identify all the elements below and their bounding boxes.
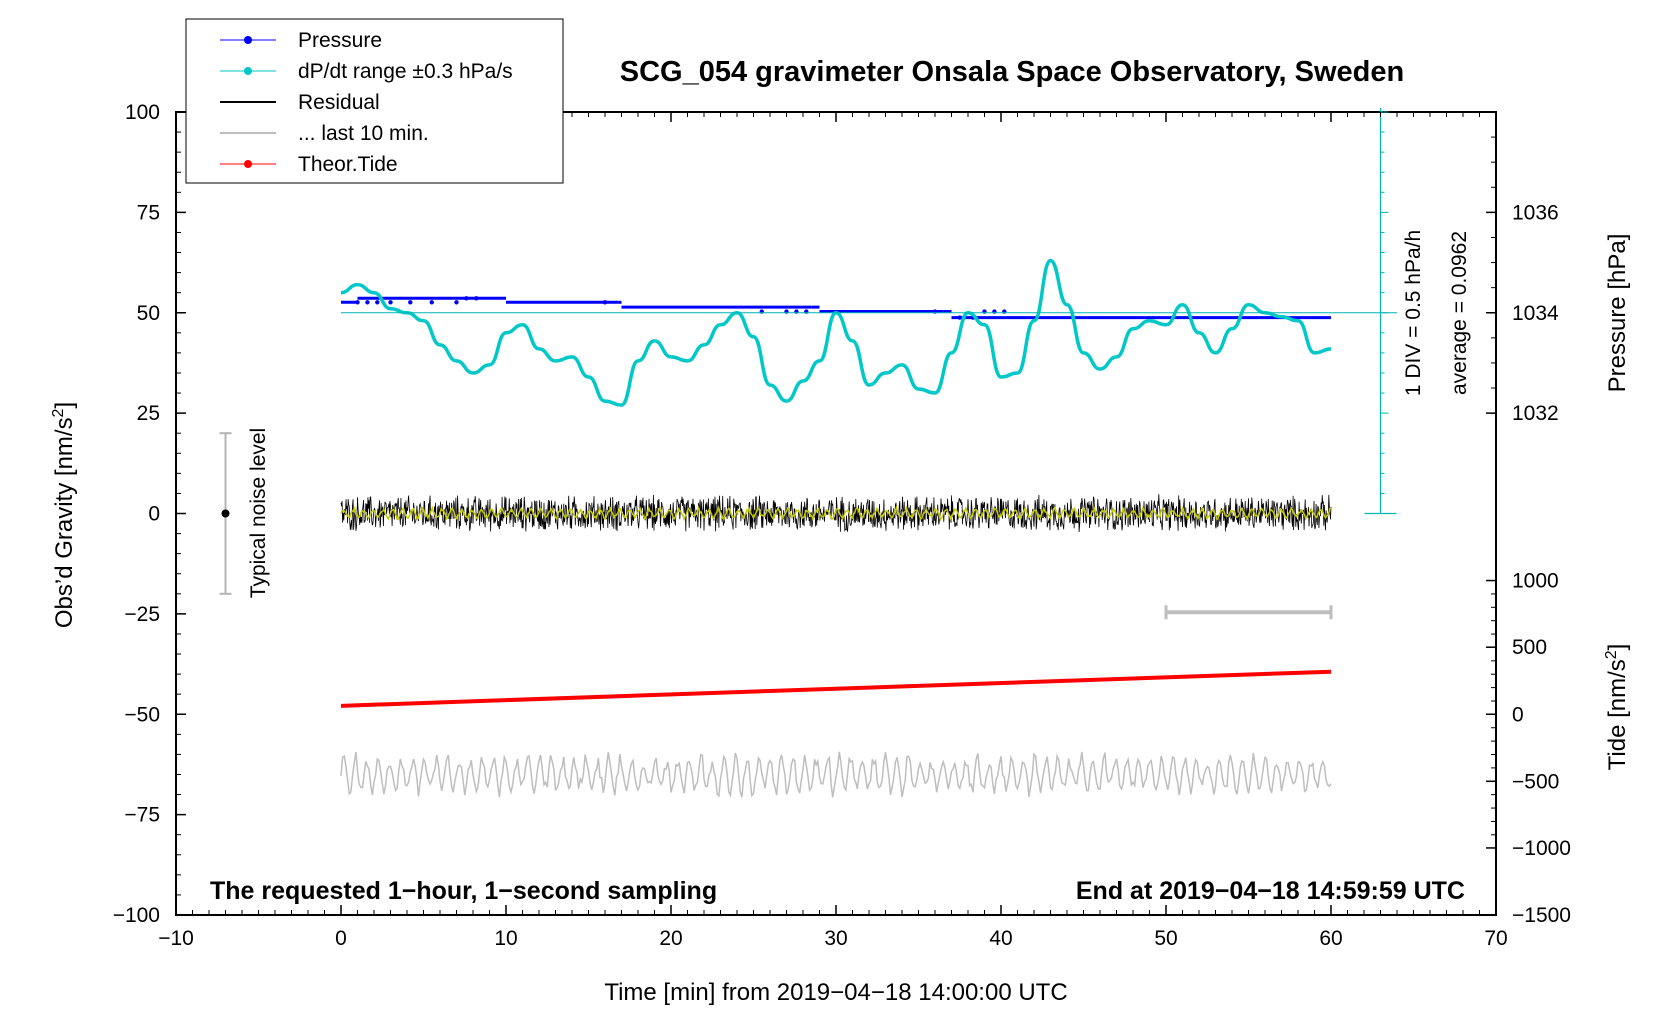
y-tick-label: 25 bbox=[137, 402, 160, 425]
pressure-tick-label: 1036 bbox=[1512, 201, 1559, 224]
y-axis-title-main: Obs’d Gravity [nm/s bbox=[51, 417, 78, 628]
dpdt-line bbox=[340, 258, 1332, 407]
legend-marker bbox=[244, 67, 252, 75]
x-tick-label: 30 bbox=[824, 927, 847, 950]
footer-right: End at 2019−04−18 14:59:59 UTC bbox=[1076, 877, 1465, 905]
tide-axis-title: Tide [nm/s2] bbox=[1603, 644, 1631, 771]
residual-line bbox=[340, 494, 1332, 533]
y-axis-ticks: 100 75 50 25 0 −25 −50 −75 −100 bbox=[113, 101, 186, 927]
pressure-dot bbox=[375, 300, 380, 305]
tide-axis-title-end: ] bbox=[1604, 644, 1631, 651]
pressure-dot bbox=[388, 300, 393, 305]
y-tick-label: 100 bbox=[125, 101, 160, 124]
theor-tide-series bbox=[340, 669, 1332, 708]
pressure-axis-title: Pressure [hPa] bbox=[1604, 234, 1631, 393]
residual-series bbox=[340, 494, 1332, 533]
last-10-min-series bbox=[340, 751, 1332, 798]
tide-tick-label: 0 bbox=[1512, 703, 1524, 726]
pressure-series bbox=[341, 296, 1331, 320]
x-tick-label: −10 bbox=[158, 927, 194, 950]
y-tick-label: 0 bbox=[148, 503, 160, 526]
pressure-tick-label: 1032 bbox=[1512, 402, 1559, 425]
pressure-tick-label: 1034 bbox=[1512, 302, 1559, 325]
pressure-dot bbox=[454, 300, 459, 305]
pressure-dot bbox=[365, 300, 370, 305]
x-axis-title: Time [min] from 2019−04−18 14:00:00 UTC bbox=[604, 979, 1067, 1006]
legend-marker bbox=[244, 160, 252, 168]
x-tick-label: 20 bbox=[659, 927, 682, 950]
tide-axis-ticks: 1000 500 0 −500 −1000 −1500 bbox=[1486, 570, 1571, 927]
x-tick-label: 10 bbox=[494, 927, 517, 950]
footer-left: The requested 1−hour, 1−second sampling bbox=[210, 877, 717, 905]
legend-marker bbox=[244, 36, 252, 44]
pressure-dot bbox=[464, 296, 469, 301]
y-axis-title-sup: 2 bbox=[50, 408, 67, 417]
x-axis-ticks: −10 0 10 20 30 40 50 60 70 bbox=[158, 112, 1508, 950]
tide-line bbox=[340, 669, 1332, 708]
x-tick-label: 70 bbox=[1484, 927, 1507, 950]
noise-level-label: Typical noise level bbox=[247, 428, 270, 598]
div-label: 1 DIV = 0.5 hPa/h bbox=[1402, 230, 1425, 396]
legend-label: dP/dt range ±0.3 hPa/s bbox=[298, 60, 513, 83]
legend-label: Theor.Tide bbox=[298, 153, 398, 176]
x-tick-label: 50 bbox=[1154, 927, 1177, 950]
legend-label: Residual bbox=[298, 91, 380, 114]
pressure-dot bbox=[957, 315, 962, 320]
x-tick-label: 0 bbox=[335, 927, 347, 950]
y-tick-label: −100 bbox=[113, 904, 160, 927]
pressure-dot bbox=[355, 300, 360, 305]
tide-tick-label: 1000 bbox=[1512, 570, 1559, 593]
legend-label: ... last 10 min. bbox=[298, 122, 429, 145]
legend: Pressure dP/dt range ±0.3 hPa/s Residual..… bbox=[185, 18, 564, 184]
legend-label: Pressure bbox=[298, 29, 382, 52]
pressure-dot bbox=[602, 300, 608, 305]
residual-smoothed-line bbox=[340, 505, 1332, 522]
x-tick-label: 40 bbox=[989, 927, 1012, 950]
pressure-dot bbox=[408, 300, 413, 305]
noise-bar-center bbox=[221, 509, 230, 518]
pressure-dot bbox=[474, 296, 479, 301]
y-tick-label: −50 bbox=[124, 703, 160, 726]
y-tick-label: 50 bbox=[137, 302, 160, 325]
pressure-axis-ticks: 1036 1034 1032 bbox=[1486, 111, 1559, 425]
tide-tick-label: −500 bbox=[1512, 770, 1559, 793]
last10-line bbox=[340, 751, 1332, 798]
y-tick-label: 75 bbox=[137, 201, 160, 224]
chart-title: SCG_054 gravimeter Onsala Space Observat… bbox=[620, 56, 1404, 88]
x-tick-label: 60 bbox=[1319, 927, 1342, 950]
average-label: average = 0.0962 bbox=[1448, 231, 1471, 395]
y-axis-title-end: ] bbox=[51, 402, 78, 409]
legend-items: Pressure dP/dt range ±0.3 hPa/s Residual..… bbox=[220, 29, 513, 176]
annotations bbox=[219, 108, 1397, 620]
y-tick-label: −25 bbox=[124, 603, 160, 626]
y-axis-title: Obs’d Gravity [nm/s2] bbox=[50, 402, 78, 628]
tide-axis-title-main: Tide [nm/s bbox=[1604, 659, 1631, 770]
tide-tick-label: −1000 bbox=[1512, 837, 1571, 860]
tide-axis-title-sup: 2 bbox=[1603, 650, 1620, 659]
pressure-dot bbox=[429, 300, 434, 305]
y-tick-label: −75 bbox=[124, 804, 160, 827]
tide-tick-label: −1500 bbox=[1512, 904, 1571, 927]
dpdt-series bbox=[340, 258, 1332, 407]
tide-tick-label: 500 bbox=[1512, 636, 1547, 659]
